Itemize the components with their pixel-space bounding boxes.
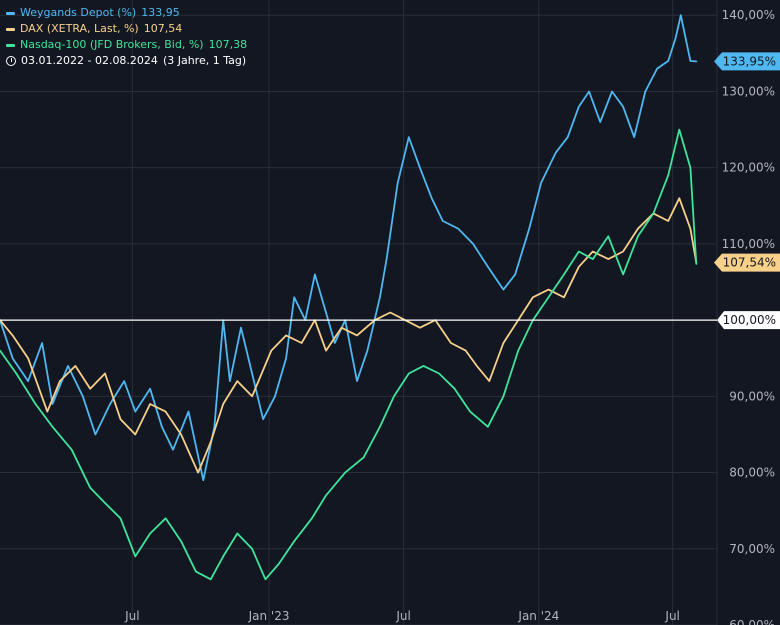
legend-item-dax[interactable]: DAX (XETRA, Last, %) 107,54 [6, 21, 247, 37]
legend-swatch [6, 27, 15, 31]
price-label: 133,95% [714, 52, 780, 71]
legend-label: Nasdaq-100 (JFD Brokers, Bid, %) [20, 38, 204, 51]
period-range: 03.01.2022 - 02.08.2024 [21, 54, 158, 67]
legend-swatch [6, 43, 15, 47]
legend-value: 107,54 [143, 22, 183, 35]
series-line [0, 128, 698, 581]
y-tick-label: 140,00% [722, 8, 775, 22]
baseline-price-label: 100,00% [717, 311, 780, 330]
x-tick-label: Jan '23 [248, 609, 290, 623]
legend-value: 107,38 [208, 38, 248, 51]
series-line [0, 197, 698, 474]
price-label-bg [714, 253, 780, 272]
y-tick-label: 90,00% [729, 389, 775, 403]
baseline-label-text: 100,00% [723, 313, 776, 327]
legend-label: Weygands Depot (%) [20, 6, 137, 19]
price-label-bg [714, 52, 780, 71]
legend-label: DAX (XETRA, Last, %) [20, 22, 139, 35]
y-tick-label: 60,00% [729, 618, 775, 625]
price-label-text: 133,95% [723, 54, 776, 68]
series-line [0, 14, 698, 482]
x-tick-label: Jul [664, 609, 679, 623]
legend-value: 133,95 [141, 6, 180, 19]
y-tick-label: 80,00% [729, 466, 775, 480]
y-tick-label: 120,00% [722, 161, 775, 175]
x-tick-label: Jul [124, 609, 139, 623]
x-tick-label: Jul [395, 609, 410, 623]
legend-swatch [6, 11, 15, 15]
price-label: 107,54% [714, 253, 780, 272]
y-tick-label: 130,00% [722, 84, 775, 98]
legend-item-nasdaq[interactable]: Nasdaq-100 (JFD Brokers, Bid, %) 107,38 [6, 37, 247, 53]
period-note: (3 Jahre, 1 Tag) [162, 54, 247, 67]
price-label-text: 107,54% [723, 256, 776, 270]
legend-item-weygands[interactable]: Weygands Depot (%) 133,95 [6, 5, 247, 21]
clock-icon [6, 56, 16, 66]
x-tick-label: Jan '24 [517, 609, 559, 623]
legend: Weygands Depot (%) 133,95 DAX (XETRA, La… [6, 5, 247, 69]
y-tick-label: 110,00% [722, 237, 775, 251]
baseline-label-bg [717, 311, 780, 330]
y-tick-label: 70,00% [729, 542, 775, 556]
legend-period: 03.01.2022 - 02.08.2024 (3 Jahre, 1 Tag) [6, 53, 247, 69]
